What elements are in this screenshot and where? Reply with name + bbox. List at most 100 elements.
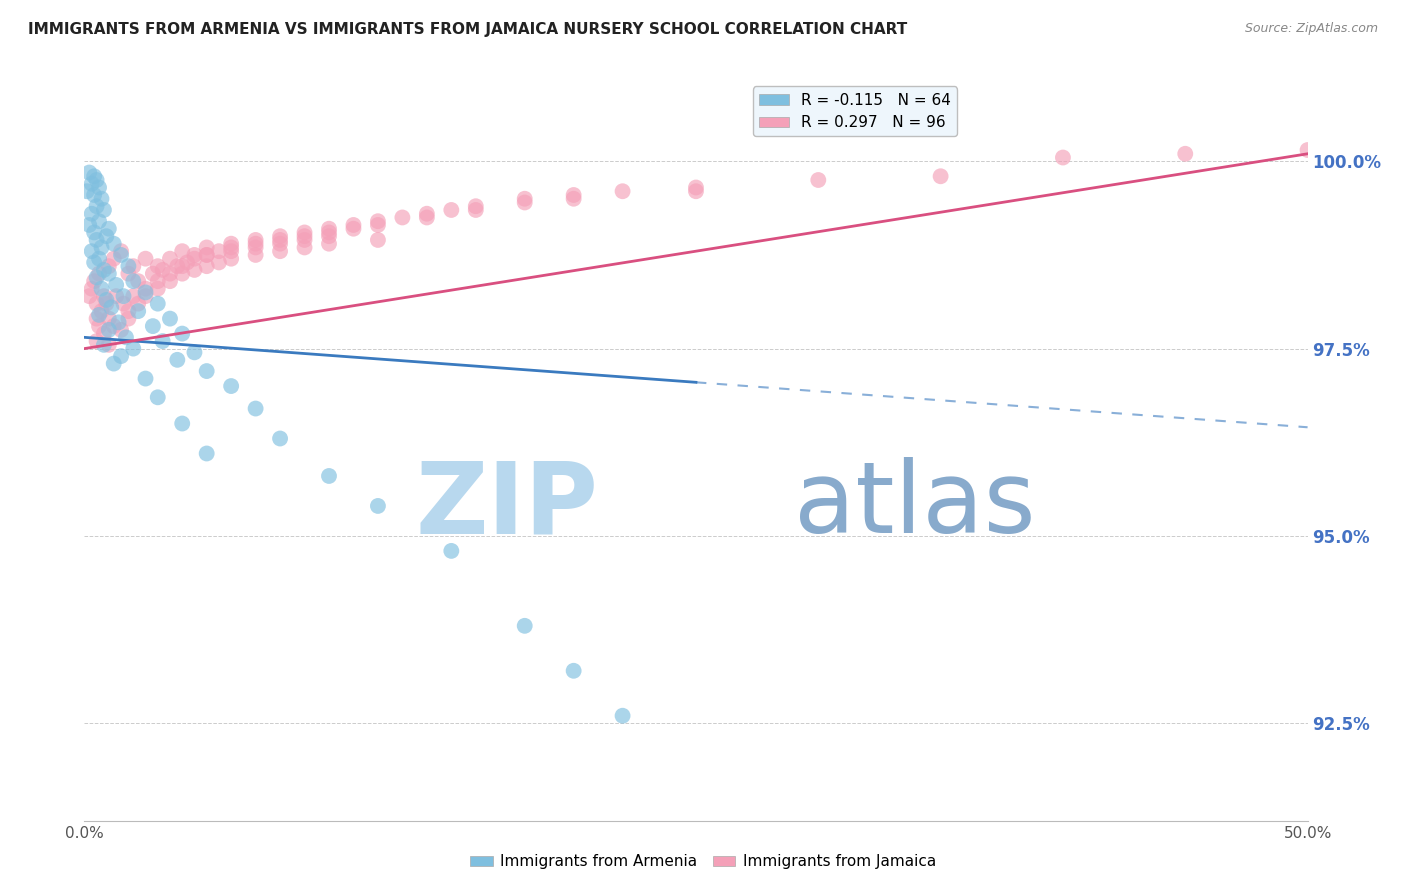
Point — [159, 252, 181, 266]
Point — [135, 371, 157, 385]
Point — [195, 248, 218, 262]
Point — [195, 446, 218, 460]
Point — [1174, 146, 1197, 161]
Point — [86, 173, 108, 187]
Point — [77, 165, 100, 179]
Point — [562, 188, 585, 202]
Point — [318, 236, 340, 251]
Point — [83, 169, 105, 184]
Point — [219, 379, 242, 393]
Point — [172, 244, 194, 259]
Point — [269, 432, 291, 446]
Point — [269, 244, 291, 259]
Point — [318, 226, 340, 240]
Point — [80, 244, 103, 259]
Point — [127, 304, 149, 318]
Point — [146, 274, 169, 288]
Point — [172, 326, 194, 341]
Point — [183, 263, 205, 277]
Point — [318, 221, 340, 235]
Point — [86, 199, 108, 213]
Point — [142, 267, 165, 281]
Point — [146, 296, 169, 310]
Point — [105, 277, 128, 292]
Point — [86, 233, 108, 247]
Point — [96, 296, 118, 310]
Point — [80, 177, 103, 191]
Point — [96, 293, 118, 307]
Point — [103, 252, 125, 266]
Point — [929, 169, 952, 184]
Point — [97, 338, 120, 352]
Point — [612, 708, 634, 723]
Point — [86, 311, 108, 326]
Point — [103, 236, 125, 251]
Point — [245, 233, 267, 247]
Point — [269, 233, 291, 247]
Point — [183, 248, 205, 262]
Point — [87, 267, 110, 281]
Point — [146, 259, 169, 273]
Point — [367, 499, 389, 513]
Point — [416, 207, 439, 221]
Point — [87, 214, 110, 228]
Point — [245, 248, 267, 262]
Point — [269, 229, 291, 244]
Point — [110, 244, 132, 259]
Point — [122, 342, 145, 356]
Point — [152, 334, 174, 348]
Point — [159, 274, 181, 288]
Point — [127, 274, 149, 288]
Point — [440, 544, 463, 558]
Point — [195, 240, 218, 254]
Point — [245, 240, 267, 254]
Point — [208, 244, 231, 259]
Point — [122, 274, 145, 288]
Point — [135, 289, 157, 303]
Point — [367, 214, 389, 228]
Point — [115, 330, 138, 344]
Point — [96, 229, 118, 244]
Point — [93, 202, 115, 217]
Point — [219, 240, 242, 254]
Point — [86, 334, 108, 348]
Point — [172, 267, 194, 281]
Point — [86, 296, 108, 310]
Point — [87, 319, 110, 334]
Point — [294, 240, 316, 254]
Point — [219, 252, 242, 266]
Point — [110, 323, 132, 337]
Point — [269, 236, 291, 251]
Point — [77, 289, 100, 303]
Point — [87, 252, 110, 266]
Point — [97, 221, 120, 235]
Point — [90, 192, 112, 206]
Point — [195, 364, 218, 378]
Point — [117, 311, 139, 326]
Point — [195, 248, 218, 262]
Point — [318, 469, 340, 483]
Point — [90, 304, 112, 318]
Point — [97, 311, 120, 326]
Point — [107, 315, 129, 329]
Point — [83, 255, 105, 269]
Point — [807, 173, 830, 187]
Point — [685, 180, 707, 194]
Point — [166, 352, 188, 367]
Point — [105, 289, 128, 303]
Text: ZIP: ZIP — [415, 458, 598, 555]
Point — [87, 308, 110, 322]
Point — [159, 311, 181, 326]
Point — [93, 263, 115, 277]
Point — [176, 255, 198, 269]
Point — [562, 664, 585, 678]
Point — [159, 267, 181, 281]
Point — [112, 289, 135, 303]
Point — [294, 233, 316, 247]
Point — [245, 401, 267, 416]
Point — [83, 226, 105, 240]
Text: IMMIGRANTS FROM ARMENIA VS IMMIGRANTS FROM JAMAICA NURSERY SCHOOL CORRELATION CH: IMMIGRANTS FROM ARMENIA VS IMMIGRANTS FR… — [28, 22, 907, 37]
Point — [367, 218, 389, 232]
Legend: R = -0.115   N = 64, R = 0.297   N = 96: R = -0.115 N = 64, R = 0.297 N = 96 — [752, 87, 957, 136]
Point — [90, 240, 112, 254]
